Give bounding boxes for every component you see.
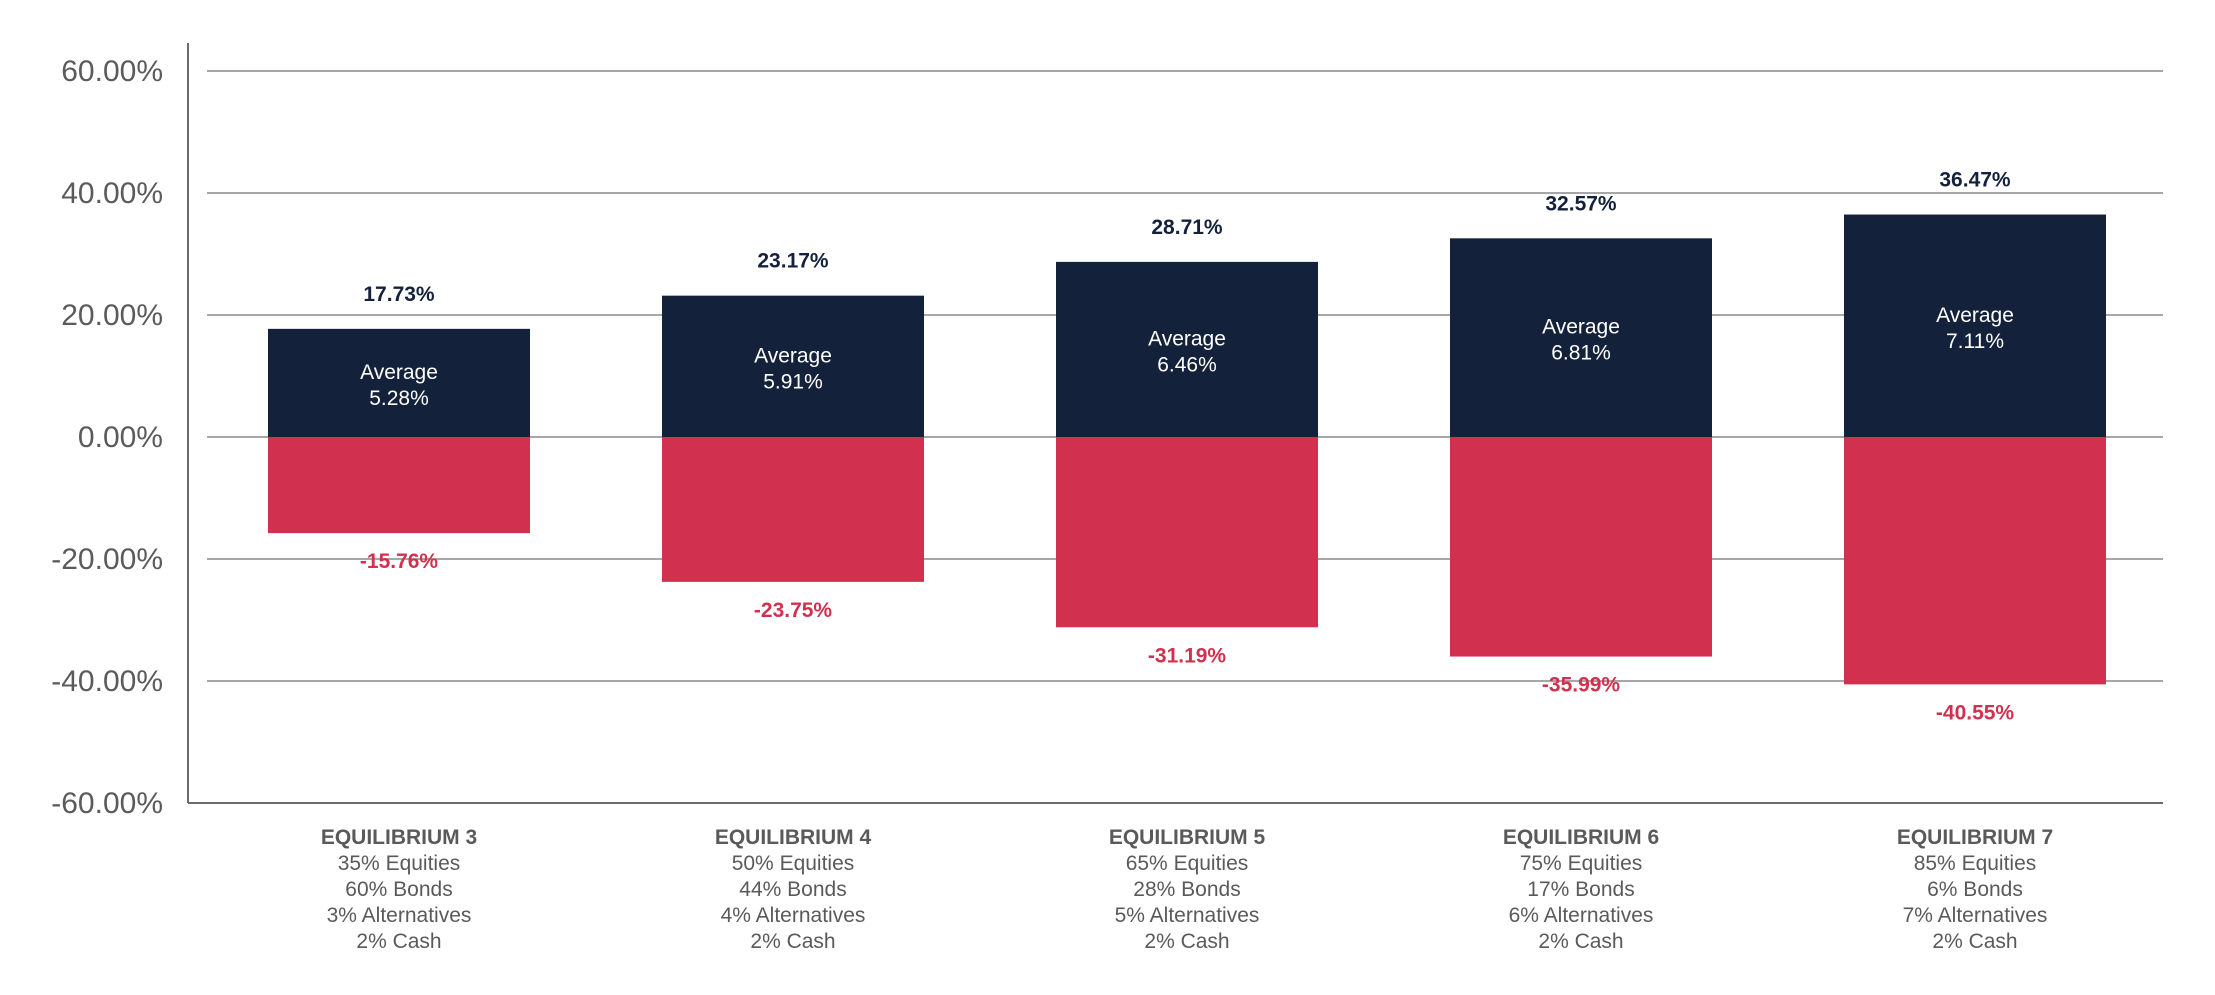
category-detail-label: 2% Cash (356, 930, 441, 953)
category-detail-label: 5% Alternatives (1115, 904, 1260, 927)
y-tick-label: 20.00% (61, 299, 163, 332)
category-detail-label: 6% Alternatives (1509, 904, 1654, 927)
average-label: Average (1148, 327, 1226, 350)
negative-value-label: -23.75% (754, 599, 833, 622)
average-value-label: 5.91% (763, 370, 823, 393)
category-detail-label: 4% Alternatives (721, 904, 866, 927)
negative-value-label: -31.19% (1148, 644, 1227, 667)
positive-value-label: 36.47% (1939, 169, 2011, 192)
y-tick-label: 60.00% (61, 55, 163, 88)
category-name-label: EQUILIBRIUM 3 (321, 826, 477, 849)
category-detail-label: 2% Cash (1932, 930, 2017, 953)
category-detail-label: 28% Bonds (1133, 878, 1240, 901)
category-detail-label: 17% Bonds (1527, 878, 1634, 901)
average-label: Average (754, 344, 832, 367)
negative-bar (268, 437, 530, 534)
negative-bar (1844, 437, 2106, 685)
category-detail-label: 3% Alternatives (327, 904, 472, 927)
category-detail-label: 7% Alternatives (1903, 904, 2048, 927)
category-detail-label: 2% Cash (1538, 930, 1623, 953)
category-detail-label: 85% Equities (1914, 852, 2037, 875)
positive-value-label: 28.71% (1151, 216, 1223, 239)
category-detail-label: 65% Equities (1126, 852, 1249, 875)
y-tick-label: -40.00% (51, 665, 163, 698)
positive-bar (1844, 214, 2106, 437)
negative-bar (1056, 437, 1318, 628)
category-detail-label: 50% Equities (732, 852, 855, 875)
category-detail-label: 35% Equities (338, 852, 461, 875)
category-detail-label: 2% Cash (750, 930, 835, 953)
y-tick-label: -20.00% (51, 543, 163, 576)
positive-bar (1056, 261, 1318, 437)
positive-value-label: 23.17% (757, 250, 829, 273)
category-name-label: EQUILIBRIUM 7 (1897, 826, 2053, 849)
average-value-label: 6.46% (1157, 353, 1217, 376)
y-tick-label: -60.00% (51, 787, 163, 820)
average-value-label: 5.28% (369, 387, 429, 410)
category-detail-label: 44% Bonds (739, 878, 846, 901)
category-detail-label: 60% Bonds (345, 878, 452, 901)
y-tick-label: 40.00% (61, 177, 163, 210)
positive-bar (662, 295, 924, 437)
negative-value-label: -15.76% (360, 550, 439, 573)
average-value-label: 6.81% (1551, 342, 1611, 365)
y-tick-label: 0.00% (78, 421, 163, 454)
category-name-label: EQUILIBRIUM 6 (1503, 826, 1659, 849)
category-detail-label: 2% Cash (1144, 930, 1229, 953)
negative-value-label: -35.99% (1542, 674, 1621, 697)
average-label: Average (1936, 304, 2014, 327)
positive-value-label: 17.73% (363, 283, 435, 306)
category-detail-label: 6% Bonds (1927, 878, 2023, 901)
category-name-label: EQUILIBRIUM 4 (715, 826, 872, 849)
category-detail-label: 75% Equities (1520, 852, 1643, 875)
average-value-label: 7.11% (1946, 330, 2004, 353)
average-label: Average (1542, 316, 1620, 339)
negative-bar (1450, 437, 1712, 657)
category-name-label: EQUILIBRIUM 5 (1109, 826, 1266, 849)
negative-bar (662, 437, 924, 582)
positive-bar (268, 328, 530, 437)
positive-bar (1450, 238, 1712, 437)
negative-value-label: -40.55% (1936, 701, 2015, 724)
positive-value-label: 32.57% (1545, 192, 1617, 215)
average-label: Average (360, 361, 438, 384)
